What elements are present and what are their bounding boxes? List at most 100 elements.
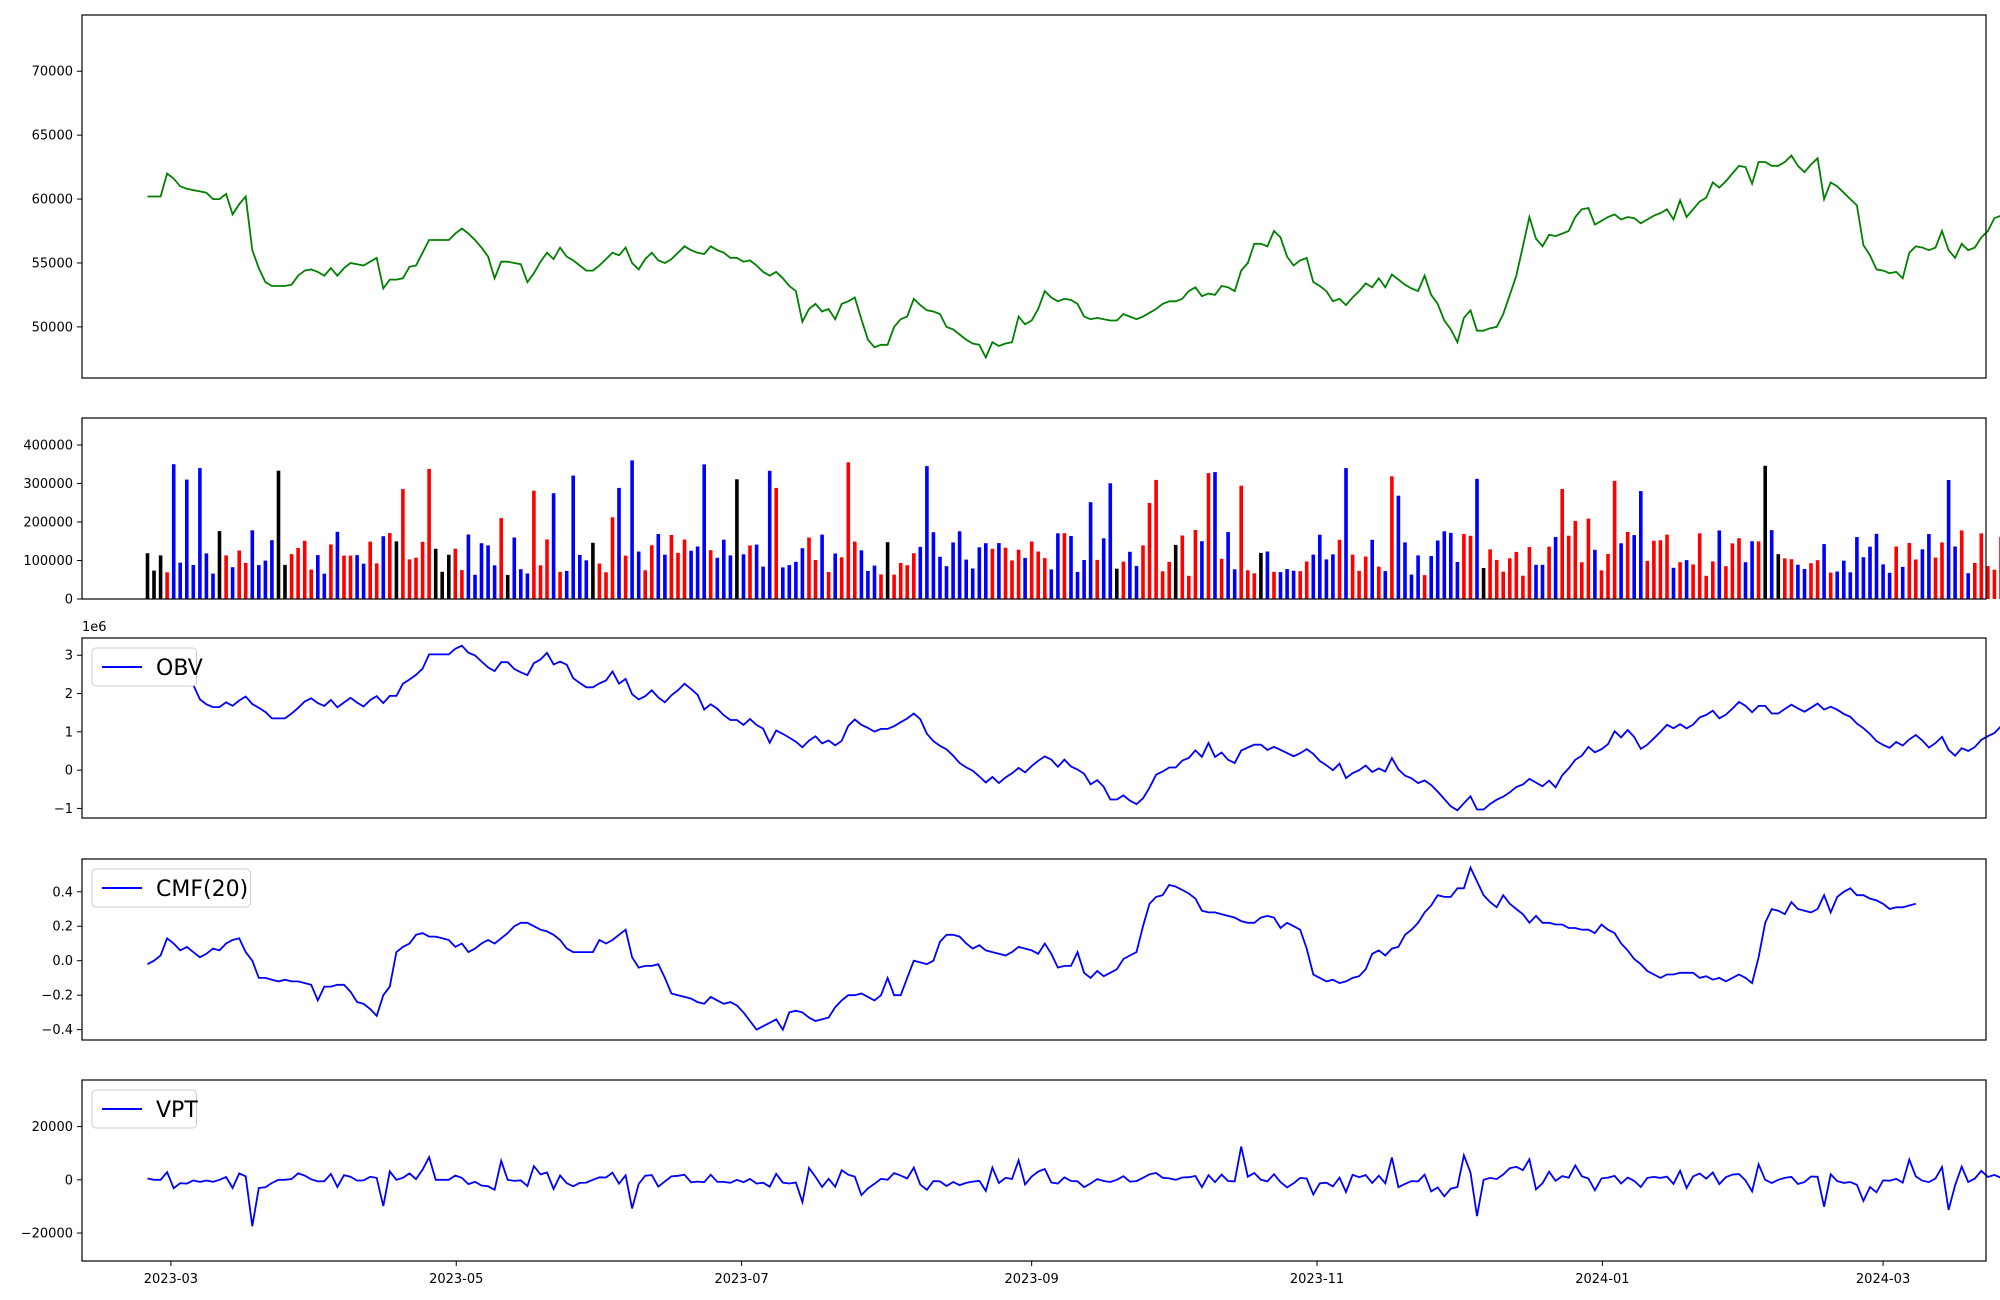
volume-bar xyxy=(839,557,844,599)
volume-bar xyxy=(427,468,431,599)
volume-bar xyxy=(1599,570,1604,599)
volume-bar xyxy=(466,534,471,599)
volume-bar xyxy=(296,548,300,599)
volume-bar xyxy=(532,490,536,599)
volume-bar xyxy=(1730,543,1735,599)
volume-bar xyxy=(1350,554,1355,599)
volume-bar xyxy=(1344,468,1348,599)
volume-bar xyxy=(1442,531,1447,599)
volume-bar xyxy=(1396,495,1401,599)
volume-bar xyxy=(1147,502,1152,599)
volume-bar xyxy=(1874,533,1879,599)
volume-bar xyxy=(879,574,883,599)
volume-panel: 0 100000 200000 300000 400000 xyxy=(23,417,2000,608)
volume-bar xyxy=(1855,537,1859,599)
volume-bar xyxy=(1580,562,1584,599)
volume-bar xyxy=(1468,535,1473,599)
volume-bar xyxy=(715,557,720,599)
volume-bar xyxy=(1907,542,1912,599)
volume-bar xyxy=(1508,558,1512,599)
volume-bar xyxy=(1337,539,1342,599)
volume-bar xyxy=(669,535,674,599)
volume-bar xyxy=(951,542,955,599)
volume-bar xyxy=(374,563,379,599)
volume-bar xyxy=(145,553,150,599)
volume-bar xyxy=(1488,549,1492,599)
volume-bar xyxy=(1363,556,1368,599)
volume-bar xyxy=(1304,561,1309,599)
volume-bar xyxy=(885,542,890,599)
ytick-label: 3 xyxy=(65,649,73,664)
volume-bar xyxy=(630,460,634,599)
volume-bar xyxy=(1501,571,1505,599)
volume-bar xyxy=(1160,571,1165,599)
volume-bar xyxy=(938,556,942,599)
ytick-label: 300000 xyxy=(23,477,73,492)
volume-bar xyxy=(1691,564,1695,599)
volume-bar xyxy=(1750,541,1754,599)
volume-bar xyxy=(1062,533,1067,599)
volume-bar xyxy=(342,555,346,599)
volume-bar xyxy=(1023,557,1027,599)
volume-bar xyxy=(198,468,202,599)
volume-bar xyxy=(1272,571,1276,599)
volume-bar xyxy=(1449,532,1453,599)
volume-bar xyxy=(1278,572,1283,599)
volume-bar xyxy=(623,555,628,599)
volume-bar xyxy=(794,561,798,599)
xtick-label: 2023-07 xyxy=(714,1272,768,1287)
vpt-panel: −20000 0 20000 2023-03 2023-05 2023-07 2023-09… xyxy=(21,1079,2000,1287)
volume-bar xyxy=(519,569,523,599)
volume-bar xyxy=(473,574,477,599)
ytick-label: 20000 xyxy=(32,1120,73,1135)
volume-bar xyxy=(1868,546,1872,599)
volume-bar xyxy=(604,572,608,599)
volume-bar xyxy=(1724,566,1728,599)
volume-bar xyxy=(970,568,975,599)
volume-bar xyxy=(1678,562,1682,599)
volume-bar xyxy=(708,550,713,599)
ytick-label: −0.2 xyxy=(41,989,73,1004)
volume-bar xyxy=(1390,476,1394,599)
volume-bar xyxy=(388,533,392,599)
volume-bar xyxy=(1239,485,1243,599)
volume-bar xyxy=(617,487,621,599)
volume-bar xyxy=(1560,489,1564,599)
volume-bar xyxy=(1173,544,1178,599)
volume-bar xyxy=(1900,566,1905,599)
volume-bar xyxy=(1632,535,1636,599)
volume-bar xyxy=(774,487,778,599)
volume-bar xyxy=(1815,560,1820,599)
volume-bar xyxy=(1187,575,1191,599)
volume-bar xyxy=(591,542,595,599)
volume-bar xyxy=(276,470,281,599)
cmf-panel: −0.4 −0.2 0.0 0.2 0.4 CMF(20) xyxy=(41,858,1987,1041)
volume-bar xyxy=(178,562,182,599)
volume-bar xyxy=(1573,520,1578,599)
volume-bar xyxy=(1658,540,1663,599)
volume-bar xyxy=(820,534,824,599)
xtick-label: 2023-11 xyxy=(1290,1272,1344,1287)
volume-bar xyxy=(322,573,327,599)
volume-bar xyxy=(1095,559,1099,599)
volume-bar xyxy=(1743,562,1748,599)
volume-bar xyxy=(1259,552,1263,599)
volume-bar xyxy=(1992,569,1997,599)
volume-bar xyxy=(1645,560,1650,599)
ytick-label: −0.4 xyxy=(41,1023,73,1038)
volume-bar xyxy=(1193,529,1198,599)
volume-bar xyxy=(1527,547,1532,599)
volume-bar xyxy=(1455,562,1460,599)
volume-bar xyxy=(1697,533,1702,599)
volume-bar xyxy=(872,565,877,599)
volume-bar xyxy=(348,555,353,599)
volume-bar xyxy=(1737,538,1741,599)
volume-bar xyxy=(1101,538,1106,599)
ytick-label: 65000 xyxy=(32,129,73,144)
volume-bar xyxy=(787,565,792,599)
volume-bar xyxy=(289,554,294,599)
volume-bar xyxy=(1115,568,1119,599)
volume-bar xyxy=(1619,543,1623,599)
volume-bar xyxy=(263,560,268,599)
